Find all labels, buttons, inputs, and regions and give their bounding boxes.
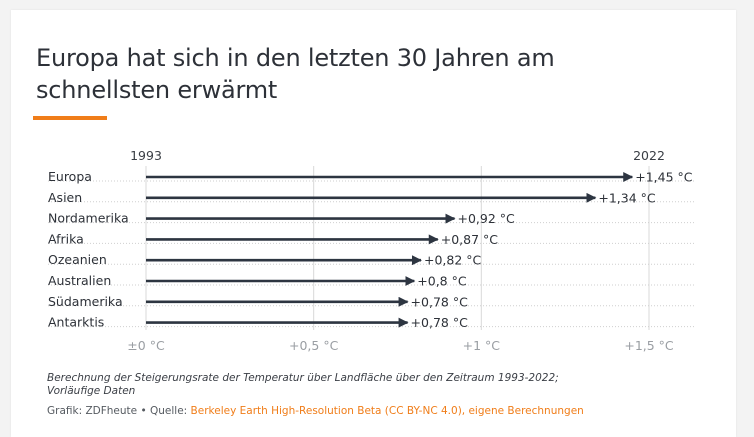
category-label: Antarktis	[48, 315, 104, 330]
category-label: Südamerika	[48, 294, 123, 309]
value-label: +0,78 °C	[411, 315, 469, 330]
title-line-1: Europa hat sich in den letzten 30 Jahren…	[36, 44, 555, 72]
value-label: +1,34 °C	[598, 190, 656, 205]
x-tick-label: +1 °C	[463, 338, 501, 353]
start-year-label: 1993	[130, 148, 162, 163]
x-tick-label: +1,5 °C	[624, 338, 674, 353]
note-line-1: Berechnung der Steigerungsrate der Tempe…	[47, 372, 559, 384]
category-label: Europa	[48, 169, 92, 184]
end-year-label: 2022	[633, 148, 665, 163]
category-label: Australien	[48, 273, 111, 288]
category-label: Asien	[48, 190, 82, 205]
chart-note: Berechnung der Steigerungsrate der Tempe…	[47, 372, 647, 398]
value-label: +0,87 °C	[441, 232, 499, 247]
value-label: +0,82 °C	[424, 253, 482, 268]
chart-title: Europa hat sich in den letzten 30 Jahren…	[36, 42, 676, 106]
title-line-2: schnellsten erwärmt	[36, 76, 278, 104]
x-tick-label: +0,5 °C	[289, 338, 339, 353]
source-link[interactable]: Berkeley Earth High-Resolution Beta (CC …	[190, 405, 584, 417]
category-label: Nordamerika	[48, 211, 129, 226]
value-label: +1,45 °C	[635, 170, 693, 185]
category-label: Ozeanien	[48, 252, 107, 267]
value-label: +0,8 °C	[417, 274, 467, 289]
source-prefix: Grafik: ZDFheute • Quelle:	[47, 405, 191, 417]
title-accent-bar	[33, 116, 107, 120]
category-label: Afrika	[48, 231, 84, 246]
value-label: +0,92 °C	[458, 211, 516, 226]
chart-source: Grafik: ZDFheute • Quelle: Berkeley Eart…	[47, 404, 707, 418]
note-line-2: Vorläufige Daten	[47, 385, 136, 397]
chart-card	[11, 10, 736, 437]
x-tick-label: ±0 °C	[127, 338, 165, 353]
value-label: +0,78 °C	[411, 294, 469, 309]
